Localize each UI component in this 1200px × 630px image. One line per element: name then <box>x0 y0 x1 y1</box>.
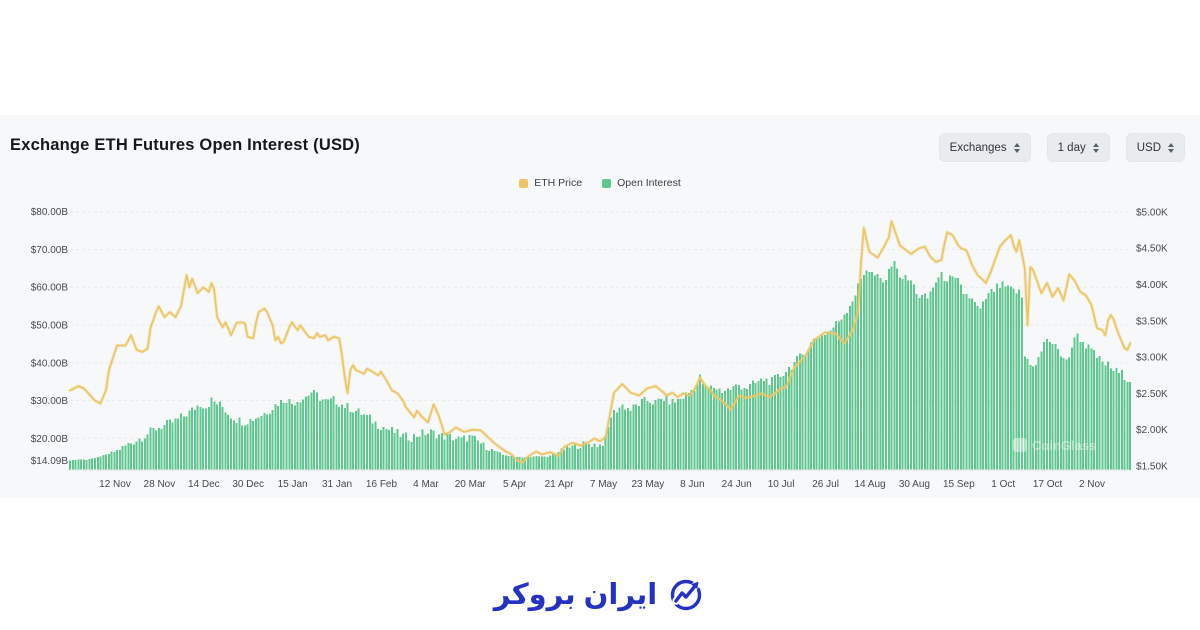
svg-text:10 Jul: 10 Jul <box>768 479 795 490</box>
svg-text:$14.09B: $14.09B <box>31 456 69 467</box>
svg-text:23 May: 23 May <box>632 479 665 490</box>
exchanges-select-label: Exchanges <box>949 141 1007 154</box>
svg-text:4 Mar: 4 Mar <box>413 479 439 490</box>
svg-text:$60.00B: $60.00B <box>31 283 69 294</box>
legend-item-open-interest[interactable]: Open Interest <box>602 177 681 189</box>
currency-select[interactable]: USD <box>1125 133 1185 162</box>
svg-text:31 Jan: 31 Jan <box>322 479 352 490</box>
right-axis-labels: $5.00K $4.50K $4.00K $3.50K $3.00K $2.50K $2.0… <box>1136 207 1168 472</box>
legend-label-eth-price: ETH Price <box>534 177 583 189</box>
svg-text:$5.00K: $5.00K <box>1136 207 1168 218</box>
svg-text:CoinGlass: CoinGlass <box>1032 438 1096 453</box>
svg-text:15 Jan: 15 Jan <box>278 479 308 490</box>
svg-text:$30.00B: $30.00B <box>31 396 69 407</box>
svg-text:20 Mar: 20 Mar <box>455 479 487 490</box>
watermark: CoinGlass <box>1013 438 1096 453</box>
svg-text:$2.00K: $2.00K <box>1136 425 1168 436</box>
svg-text:$3.50K: $3.50K <box>1136 316 1168 327</box>
x-axis-labels: 12 Nov 28 Nov 14 Dec 30 Dec 15 Jan 31 Jan 16 F… <box>99 479 1105 490</box>
sort-arrows-icon <box>1168 142 1174 153</box>
legend-label-open-interest: Open Interest <box>617 177 681 189</box>
eth-price-line <box>68 219 1132 465</box>
svg-text:30 Dec: 30 Dec <box>232 479 264 490</box>
svg-text:21 Apr: 21 Apr <box>545 479 575 490</box>
svg-text:$3.00K: $3.00K <box>1136 353 1168 364</box>
svg-text:$4.50K: $4.50K <box>1136 244 1168 255</box>
svg-text:17 Oct: 17 Oct <box>1033 479 1063 490</box>
chart-legend: ETH Price Open Interest <box>0 177 1200 189</box>
exchanges-select[interactable]: Exchanges <box>938 133 1031 162</box>
svg-text:28 Nov: 28 Nov <box>144 479 176 490</box>
eth-price-swatch-icon <box>519 178 529 188</box>
svg-text:$20.00B: $20.00B <box>31 434 69 445</box>
iranbroker-logo-text: ایران بروکر <box>493 578 658 611</box>
svg-text:$1.50K: $1.50K <box>1136 462 1168 473</box>
svg-text:$4.00K: $4.00K <box>1136 280 1168 291</box>
interval-select-label: 1 day <box>1057 141 1086 154</box>
sort-arrows-icon <box>1092 142 1099 153</box>
svg-text:15 Sep: 15 Sep <box>943 479 975 490</box>
trend-circle-arrow-icon <box>671 579 702 611</box>
svg-text:26 Jul: 26 Jul <box>812 479 839 490</box>
svg-text:1 Oct: 1 Oct <box>991 479 1015 490</box>
svg-text:14 Aug: 14 Aug <box>854 479 885 490</box>
open-interest-swatch-icon <box>602 178 612 188</box>
svg-text:5 Apr: 5 Apr <box>503 479 527 490</box>
svg-text:$2.50K: $2.50K <box>1136 389 1168 400</box>
svg-text:12 Nov: 12 Nov <box>99 479 131 490</box>
left-axis-labels: $80.00B $70.00B $60.00B $50.00B $40.00B $30.0… <box>31 207 69 467</box>
sort-arrows-icon <box>1013 142 1020 153</box>
svg-text:$50.00B: $50.00B <box>31 321 69 332</box>
chart-controls: Exchanges 1 day USD <box>938 133 1185 162</box>
svg-text:7 May: 7 May <box>590 479 617 490</box>
legend-item-eth-price[interactable]: ETH Price <box>519 177 582 189</box>
interval-select[interactable]: 1 day <box>1046 133 1110 162</box>
svg-text:14 Dec: 14 Dec <box>188 479 220 490</box>
open-interest-bars <box>69 261 1132 470</box>
svg-text:24 Jun: 24 Jun <box>722 479 752 490</box>
svg-text:16 Feb: 16 Feb <box>366 479 398 490</box>
svg-text:8 Jun: 8 Jun <box>680 479 704 490</box>
iranbroker-logo: ایران بروکر <box>0 574 1200 614</box>
currency-select-label: USD <box>1136 141 1161 154</box>
svg-text:$40.00B: $40.00B <box>31 358 69 369</box>
svg-text:$70.00B: $70.00B <box>31 245 69 256</box>
svg-text:$80.00B: $80.00B <box>31 207 69 218</box>
svg-text:30 Aug: 30 Aug <box>899 479 930 490</box>
svg-text:2 Nov: 2 Nov <box>1079 479 1105 490</box>
chart-title: Exchange ETH Futures Open Interest (USD) <box>10 136 360 154</box>
